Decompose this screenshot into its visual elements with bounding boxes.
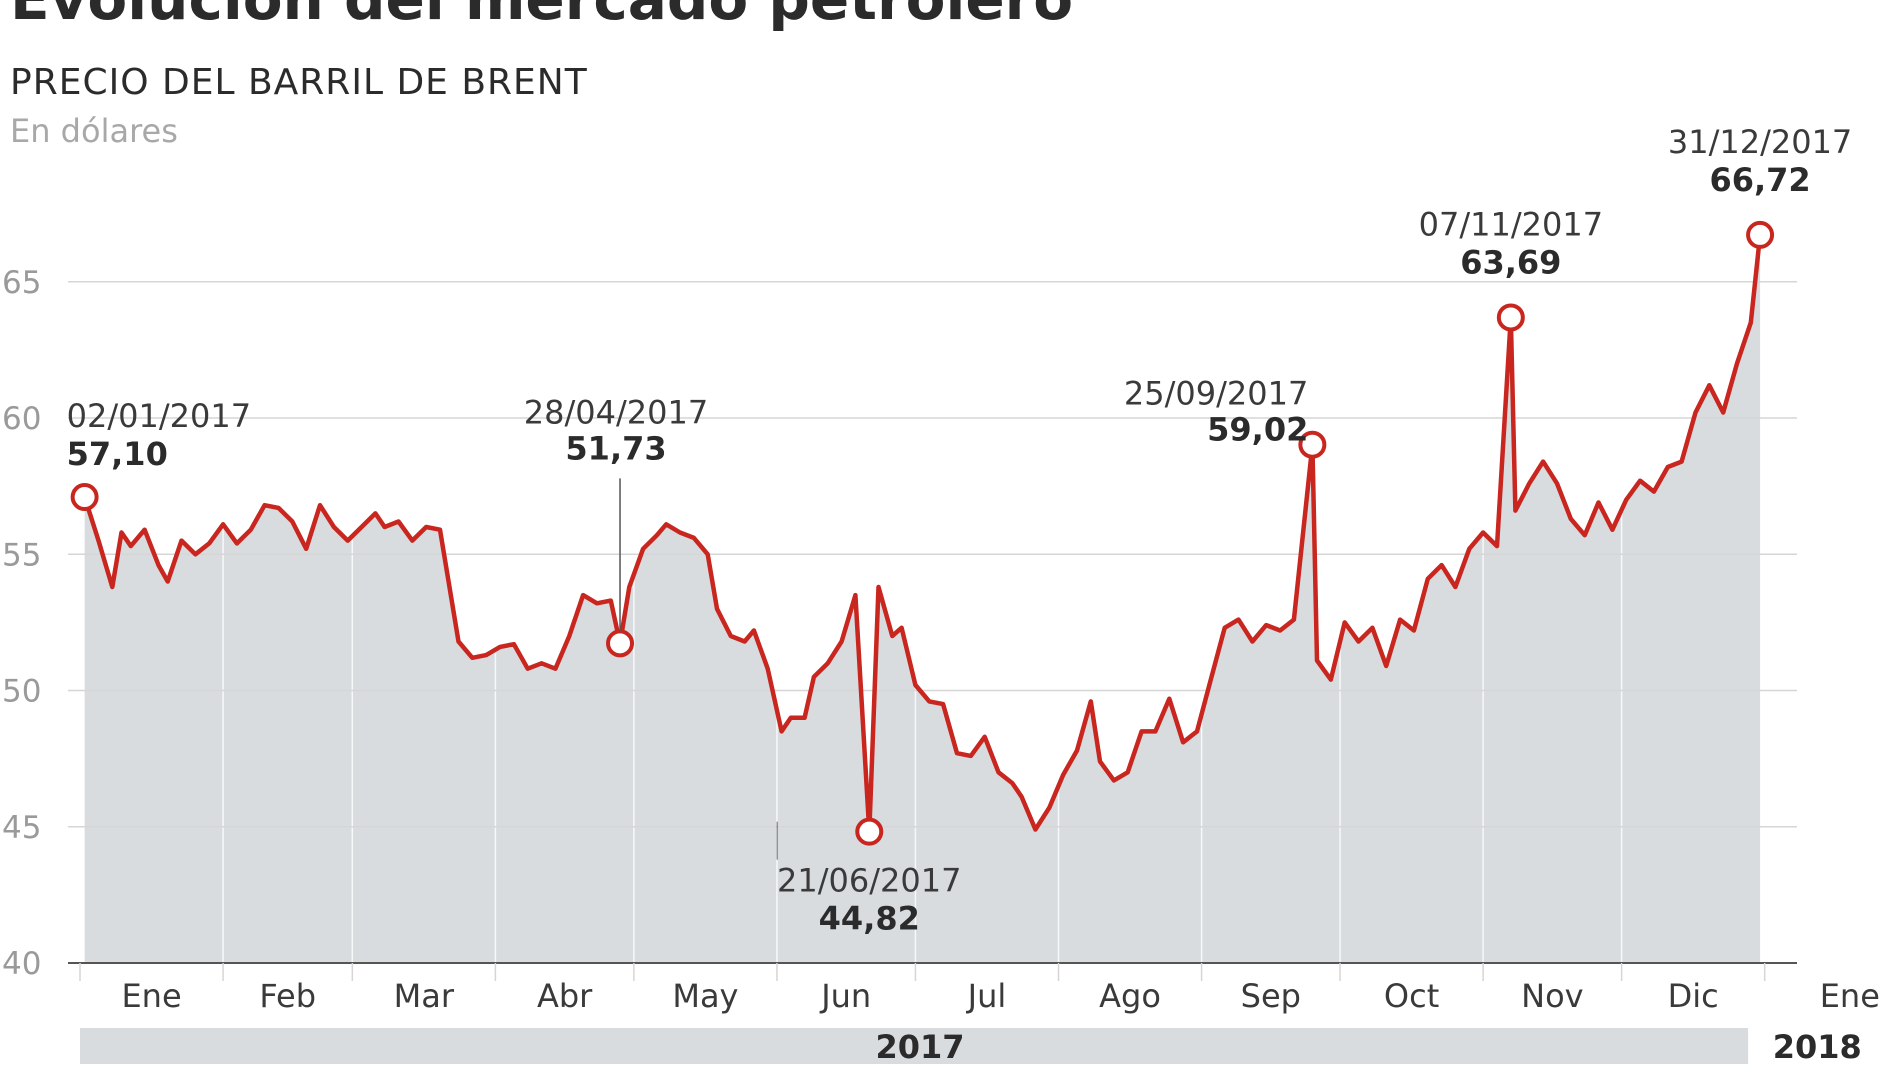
month-label: May bbox=[672, 977, 738, 1015]
annotation-date: 31/12/2017 bbox=[1668, 123, 1852, 161]
price-line-layer bbox=[82, 232, 1763, 834]
year-label: 2018 bbox=[1773, 1028, 1862, 1066]
axis-layer: Ene Feb Mar Abr May Jun Jul Ago Sep Oct Nov Dic Ene 2… bbox=[68, 962, 1880, 1066]
grid-layer: 40 45 50 55 60 65 bbox=[2, 265, 1797, 982]
y-tick-label: 50 bbox=[2, 674, 41, 710]
highlight-marker bbox=[1496, 303, 1525, 332]
annotation-value: 51,73 bbox=[565, 429, 666, 467]
annotation-date: 21/06/2017 bbox=[777, 862, 961, 900]
month-label: Sep bbox=[1241, 977, 1301, 1015]
month-label: Abr bbox=[537, 977, 593, 1015]
y-tick-label: 45 bbox=[2, 810, 41, 846]
highlight-marker bbox=[1298, 430, 1327, 459]
year-band bbox=[80, 1028, 1749, 1064]
year-label: 2017 bbox=[876, 1028, 965, 1066]
month-label: Mar bbox=[394, 977, 455, 1015]
unit-label: En dólares bbox=[10, 112, 178, 150]
chart-title: Evolución del mercado petrolero bbox=[10, 0, 1073, 32]
month-label: Feb bbox=[259, 977, 316, 1015]
highlight-marker bbox=[70, 483, 99, 512]
annotation-value: 57,10 bbox=[67, 435, 168, 473]
month-label: Ene bbox=[121, 977, 181, 1015]
annotation-date: 02/01/2017 bbox=[67, 397, 251, 435]
month-label: Ene bbox=[1820, 977, 1880, 1015]
annotation-value: 44,82 bbox=[819, 900, 920, 938]
month-label: Oct bbox=[1384, 977, 1439, 1015]
month-label: Jul bbox=[966, 977, 1007, 1015]
annotation-value: 59,02 bbox=[1207, 411, 1308, 449]
annotation-date: 28/04/2017 bbox=[524, 393, 708, 431]
highlight-marker bbox=[606, 629, 635, 658]
month-label: Jun bbox=[819, 977, 871, 1015]
highlight-marker bbox=[855, 817, 884, 846]
annotation-date: 07/11/2017 bbox=[1419, 205, 1603, 243]
month-label: Nov bbox=[1521, 977, 1583, 1015]
chart-subtitle: PRECIO DEL BARRIL DE BRENT bbox=[10, 62, 588, 103]
y-tick-label: 60 bbox=[2, 401, 41, 437]
brent-price-line bbox=[82, 232, 1763, 834]
month-label: Dic bbox=[1668, 977, 1719, 1015]
annotation-value: 66,72 bbox=[1709, 161, 1810, 199]
y-tick-label: 55 bbox=[2, 537, 41, 573]
price-area bbox=[84, 234, 1761, 963]
month-label: Ago bbox=[1099, 977, 1161, 1015]
annotation-date: 25/09/2017 bbox=[1124, 375, 1308, 413]
annotation-value: 63,69 bbox=[1460, 243, 1561, 281]
y-tick-label: 65 bbox=[2, 265, 41, 301]
y-tick-label: 40 bbox=[2, 946, 41, 982]
highlight-marker bbox=[1746, 220, 1775, 249]
